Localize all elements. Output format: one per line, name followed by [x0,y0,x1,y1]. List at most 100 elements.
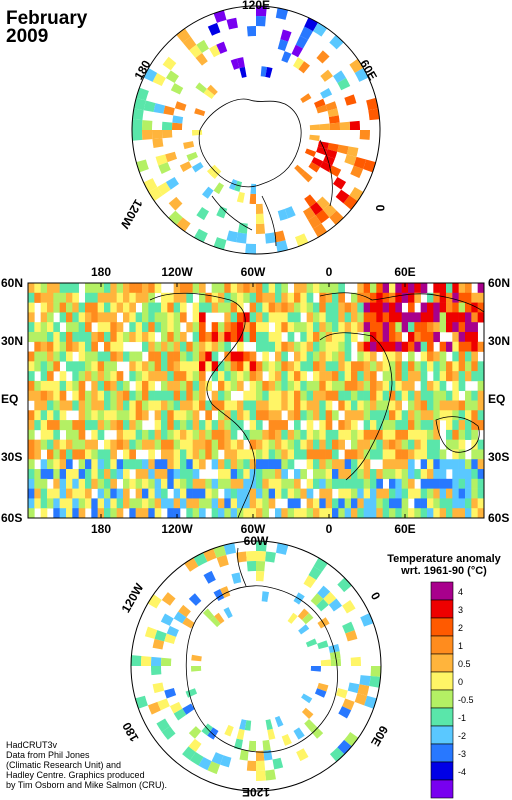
grid-cell [230,331,238,343]
grid-cell [344,361,352,372]
grid-cell [135,410,143,421]
grid-cell [97,312,105,323]
grid-cell [427,341,434,352]
grid-cell [287,488,295,499]
grid-cell [446,508,453,518]
grid-cell [281,361,288,372]
grid-cell [256,390,263,401]
grid-cell [471,292,478,303]
grid-cell [363,302,371,313]
grid-cell [262,449,269,460]
grid-cell [135,292,143,303]
grid-cell [408,341,415,352]
grid-cell [161,400,168,411]
grid-cell [332,371,339,382]
grid-cell [192,478,200,489]
grid-cell [180,410,187,421]
polar-cell [203,548,217,562]
grid-cell [262,439,269,450]
grid-cell [408,410,415,421]
grid-cell [161,312,168,323]
grid-cell [319,380,326,392]
grid-cell [135,508,143,518]
grid-cell [249,380,257,392]
grid-cell [192,429,200,440]
grid-cell [53,361,60,372]
grid-cell [129,283,136,294]
grid-cell [281,341,288,352]
grid-cell [313,322,320,333]
polar-cell [337,577,352,593]
grid-cell [142,459,149,470]
grid-cell [97,351,105,362]
grid-cell [268,302,276,313]
grid-cell [313,498,320,509]
polar-cell [132,108,144,121]
grid-cell [123,390,130,401]
grid-cell [91,498,98,509]
grid-cell [281,371,288,382]
grid-cell [40,322,48,333]
grid-cell [211,283,219,294]
grid-cell [104,498,111,509]
grid-cell [59,380,67,392]
grid-cell [173,312,181,323]
grid-cell [28,302,35,313]
grid-cell [180,380,187,392]
grid-cell [281,420,288,431]
grid-cell [142,400,149,411]
polar-cell [182,36,197,51]
grid-cell [72,302,79,313]
grid-cell [465,400,472,411]
grid-cell [420,400,428,411]
grid-cell [313,351,320,362]
polar-cell [186,151,198,162]
grid-cell [281,459,288,470]
grid-cell [237,351,244,362]
grid-cell [332,283,339,294]
grid-cell [249,498,257,509]
grid-cell [173,371,181,382]
grid-cell [78,322,86,333]
grid-cell [363,380,371,392]
grid-cell [148,508,155,518]
grid-cell [148,400,155,411]
grid-cell [28,322,35,333]
grid-cell [142,302,149,313]
south-label-0: 0 [368,590,384,603]
grid-cell [180,302,187,313]
grid-cell [433,380,440,392]
grid-cell [173,380,181,392]
grid-cell [40,439,48,450]
grid-cell [382,331,390,343]
grid-cell [243,508,250,518]
grid-cell [161,361,168,372]
grid-cell [135,312,143,323]
grid-cell [414,283,421,294]
grid-cell [452,351,459,362]
grid-cell [306,390,314,401]
grid-cell [224,361,231,372]
grid-cell [243,429,250,440]
grid-cell [439,371,447,382]
polar-cell [144,626,158,639]
grid-cell [230,380,238,392]
polar-cell [228,178,238,191]
grid-cell [47,420,54,431]
grid-cell [439,361,447,372]
grid-cell [78,498,86,509]
grid-cell [218,410,225,421]
grid-cell [344,459,352,470]
polar-cell [323,591,337,605]
grid-cell [224,341,231,352]
lat-label-left-30n: 30N [1,334,23,348]
polar-cell [158,162,171,174]
grid-cell [243,410,250,421]
polar-cell [308,566,322,580]
grid-cell [211,302,219,313]
grid-cell [211,331,219,343]
grid-cell [91,341,98,352]
grid-cell [123,429,130,440]
grid-cell [116,439,124,450]
grid-cell [275,390,282,401]
